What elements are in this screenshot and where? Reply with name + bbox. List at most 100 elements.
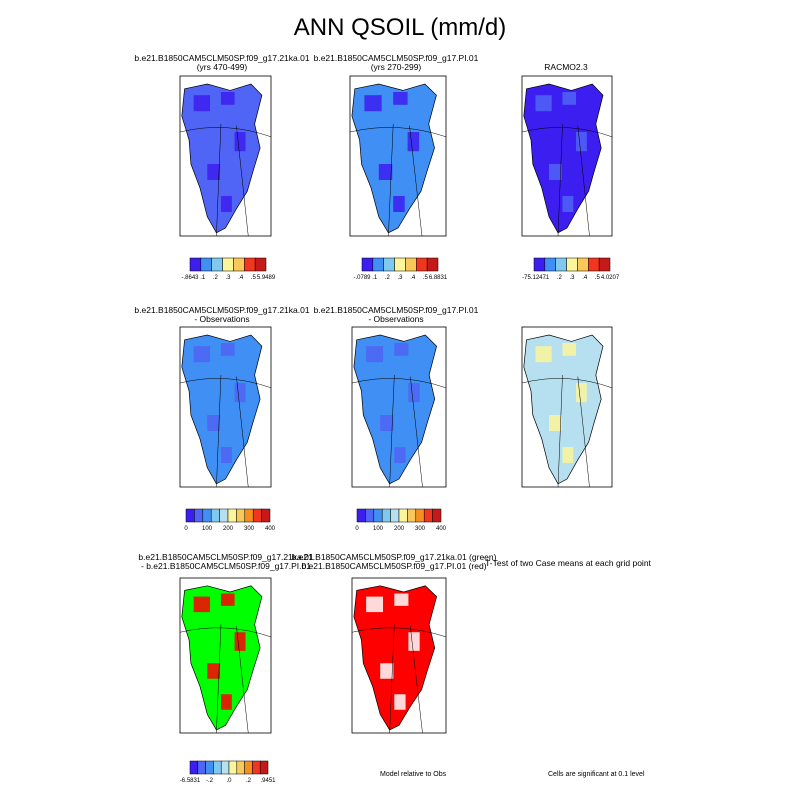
panel-2-title-line1: b.e21.B1850CAM5CLM50SP.f09_g17.PI.01 [313, 53, 479, 63]
colorbar-tick-label: .9451 [260, 778, 276, 784]
longitude-line [388, 123, 394, 237]
data-cell-patch [562, 92, 576, 105]
colorbar-swatch [185, 508, 195, 523]
colorbar-swatch [200, 257, 212, 272]
colorbar-6: -6.5831 -.2 .0 .2 .9451 [180, 760, 276, 784]
data-cell-patch [207, 164, 221, 180]
colorbar-swatch [254, 257, 267, 272]
longitude-line [216, 624, 222, 734]
panel-6-title-line2: - b.e21.B1850CAM5CLM50SP.f09_g17.PI.01 [141, 561, 311, 571]
colorbar-swatch [205, 760, 214, 775]
colorbar-tick-label: .1 [544, 275, 550, 281]
colorbar-swatch [227, 508, 237, 523]
data-cell-patch [378, 164, 393, 180]
panel-4-title: b.e21.B1850CAM5CLM50SP.f09_g17.21ka.01 -… [92, 306, 352, 324]
colorbar-tick-label: .3 [397, 275, 403, 281]
colorbar-swatch [426, 257, 439, 272]
colorbar-swatch [244, 257, 256, 272]
colorbar-tick-label: -75.1247 [522, 275, 546, 281]
colorbar-tick-label: .2 [213, 275, 219, 281]
map-panel-6 [521, 326, 613, 488]
page-title: ANN QSOIL (mm/d) [293, 14, 507, 41]
panel-3-title: RACMO2.3 [436, 63, 696, 72]
data-cell-patch [394, 694, 406, 710]
data-cell-patch [220, 593, 235, 606]
panel-4-title-line1: b.e21.B1850CAM5CLM50SP.f09_g17.21ka.01 [134, 305, 310, 315]
colorbar-tick-label: .1 [372, 275, 378, 281]
greenland-landmask [353, 585, 437, 731]
panel-7-title-line2: b.e21.B1850CAM5CLM50SP.f09_g17.PI.01 (re… [301, 561, 487, 571]
longitude-line [557, 123, 563, 237]
colorbar-swatch [588, 257, 600, 272]
colorbar-swatch [405, 257, 417, 272]
greenland-landmask [351, 83, 437, 234]
longitude-line [236, 125, 249, 237]
colorbar-1: -.8643.1 .2 .3 .4 .5 5.9489 [181, 257, 276, 281]
map-panel-3 [521, 75, 613, 237]
greenland-landmask [523, 334, 604, 485]
greenland-landmask [523, 83, 604, 234]
data-cell-patch [207, 415, 221, 431]
data-cell-patch [366, 346, 384, 363]
data-cell-patch [380, 415, 394, 431]
panel-6-title-line1: b.e21.B1850CAM5CLM50SP.f09_g17.21ka.01 [138, 552, 314, 562]
panel-8-note: Cells are significant at 0.1 level [548, 771, 645, 778]
data-cell-patch [562, 343, 576, 356]
map-panel-4 [179, 326, 272, 488]
data-cell-patch [193, 95, 211, 112]
longitude-line [410, 376, 423, 488]
data-cell-patch [207, 663, 221, 679]
colorbar-swatch [236, 760, 245, 775]
colorbar-swatch [210, 508, 220, 523]
data-cell-patch [535, 95, 552, 112]
colorbar-swatch [211, 257, 223, 272]
colorbar-swatch [361, 257, 374, 272]
data-cell-patch [380, 663, 394, 679]
longitude-line [389, 624, 395, 734]
longitude-line [577, 376, 590, 488]
latitude-line [179, 127, 272, 138]
panel-3-title-line1: RACMO2.3 [544, 62, 588, 72]
colorbar-swatch [244, 508, 254, 523]
panel-7-title-line1: b.e21.B1850CAM5CLM50SP.f09_g17.21ka.01 (… [291, 552, 497, 562]
colorbar-swatch [555, 257, 567, 272]
map-panel-1 [179, 75, 272, 237]
colorbar-swatch [244, 760, 253, 775]
panel-5-title-line2: - Observations [368, 314, 424, 324]
panel-6-title: b.e21.B1850CAM5CLM50SP.f09_g17.21ka.01 -… [96, 553, 356, 571]
colorbar-tick-label: 200 [223, 526, 234, 532]
colorbar-tick-label: .4 [582, 275, 588, 281]
data-cell-patch [193, 596, 211, 613]
panel-2-title: b.e21.B1850CAM5CLM50SP.f09_g17.PI.01 (yr… [266, 54, 526, 72]
data-cell-patch [393, 92, 408, 105]
longitude-line [577, 125, 590, 237]
latitude-line [521, 378, 613, 389]
colorbar-swatch [252, 508, 262, 523]
colorbar-swatch [432, 508, 442, 523]
longitude-line [216, 123, 222, 237]
colorbar-4: 0 100 200 300 400 [184, 508, 276, 532]
greenland-landmask [181, 83, 263, 234]
colorbar-swatch [398, 508, 408, 523]
data-cell-patch [234, 383, 246, 403]
colorbar-tick-label: 300 [415, 526, 426, 532]
map-panel-5 [351, 326, 447, 488]
data-cell-patch [394, 593, 409, 606]
panel-7-title: b.e21.B1850CAM5CLM50SP.f09_g17.21ka.01 (… [264, 553, 524, 571]
data-cell-patch [220, 447, 232, 463]
latitude-line [179, 378, 272, 389]
colorbar-tick-label: 0 [184, 526, 188, 532]
colorbar-tick-label: -.8643 [181, 275, 199, 281]
data-cell-patch [408, 632, 420, 651]
panel-1-title: b.e21.B1850CAM5CLM50SP.f09_g17.21ka.01 (… [92, 54, 352, 72]
colorbar-swatch [222, 257, 234, 272]
colorbar-swatch [381, 508, 391, 523]
longitude-line [409, 125, 423, 237]
longitude-line [557, 374, 563, 488]
colorbar-tick-label: .2 [385, 275, 391, 281]
data-cell-patch [576, 132, 587, 152]
colorbar-swatch [236, 508, 246, 523]
colorbar-swatch [252, 760, 261, 775]
longitude-line [236, 626, 249, 734]
